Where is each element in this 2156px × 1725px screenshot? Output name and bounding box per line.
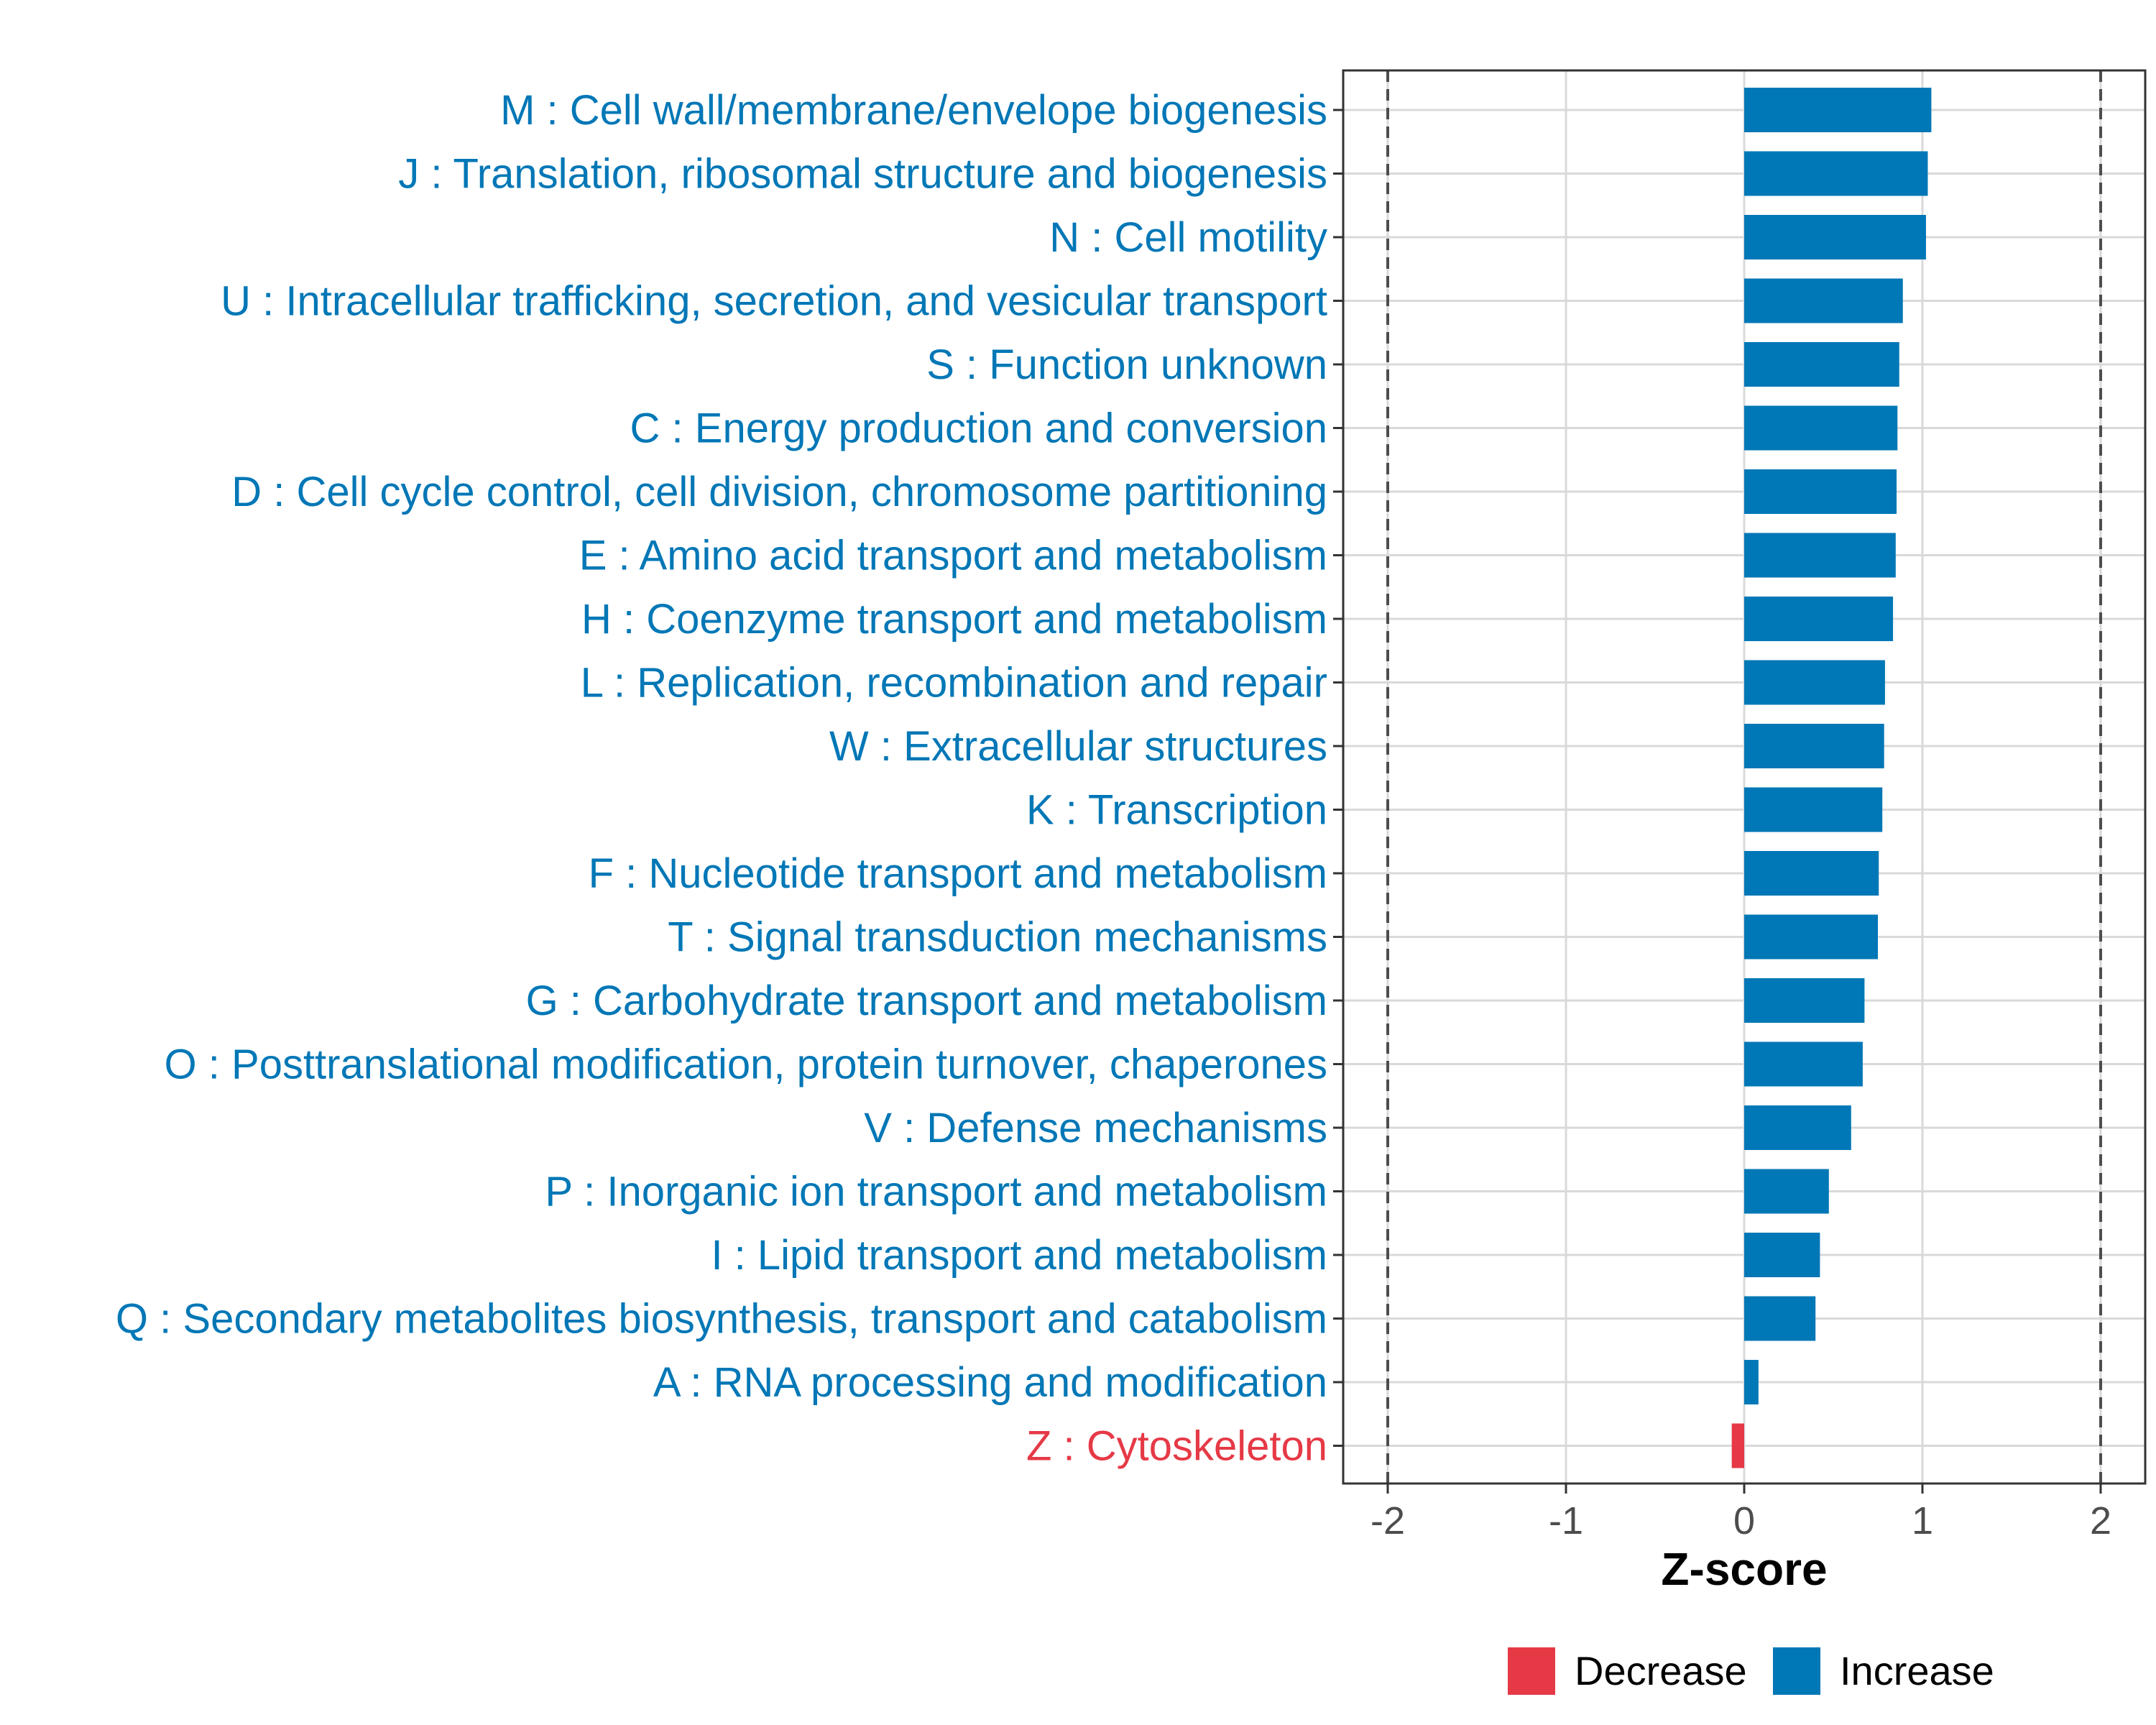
y-tick-label: N : Cell motility <box>1049 214 1327 261</box>
y-tick-label: F : Nucleotide transport and metabolism <box>589 850 1327 897</box>
y-tick-label: T : Signal transduction mechanisms <box>668 914 1327 961</box>
bar <box>1744 151 1928 196</box>
y-axis-labels: M : Cell wall/membrane/envelope biogenes… <box>116 87 1327 1470</box>
bar <box>1744 914 1878 960</box>
x-tick-label: 0 <box>1733 1499 1755 1542</box>
legend: Decrease Increase <box>1508 1647 1994 1695</box>
x-axis-ticks <box>1386 1484 2102 1494</box>
reference-lines <box>1386 70 2102 1484</box>
x-axis-title: Z-score <box>1661 1543 1827 1595</box>
y-tick-label: Q : Secondary metabolites biosynthesis, … <box>116 1296 1327 1343</box>
y-tick-label: W : Extracellular structures <box>829 723 1327 770</box>
bar <box>1731 1423 1744 1468</box>
bar <box>1744 1233 1820 1277</box>
x-tick-label: -2 <box>1370 1499 1405 1542</box>
y-tick-label: L : Replication, recombination and repai… <box>581 660 1327 707</box>
x-tick-label: 1 <box>1912 1499 1933 1542</box>
legend-label-decrease: Decrease <box>1575 1648 1747 1693</box>
y-tick-label: K : Transcription <box>1026 787 1327 834</box>
y-tick-label: J : Translation, ribosomal structure and… <box>398 151 1327 198</box>
bar <box>1744 1296 1816 1341</box>
bar <box>1744 88 1932 132</box>
legend-key-decrease <box>1508 1647 1555 1695</box>
bar <box>1744 278 1903 323</box>
bar <box>1744 215 1926 259</box>
y-tick-label: P : Inorganic ion transport and metaboli… <box>545 1169 1327 1215</box>
y-tick-label: E : Amino acid transport and metabolism <box>579 533 1327 579</box>
bar <box>1744 469 1897 514</box>
y-tick-label: Z : Cytoskeleton <box>1026 1423 1327 1470</box>
bar <box>1744 1041 1863 1087</box>
y-tick-label: H : Coenzyme transport and metabolism <box>581 596 1327 643</box>
y-tick-label: G : Carbohydrate transport and metabolis… <box>526 978 1327 1024</box>
y-tick-label: U : Intracellular trafficking, secretion… <box>221 278 1327 325</box>
x-tick-label: -1 <box>1549 1499 1583 1542</box>
x-axis-tick-labels: -2 -1 0 1 2 <box>1370 1499 2111 1542</box>
y-tick-label: D : Cell cycle control, cell division, c… <box>231 469 1327 515</box>
y-tick-label: S : Function unknown <box>926 341 1327 388</box>
bar <box>1744 851 1879 896</box>
y-tick-label: C : Energy production and conversion <box>630 405 1327 452</box>
bar <box>1744 342 1899 387</box>
y-tick-label: I : Lipid transport and metabolism <box>711 1232 1327 1279</box>
y-tick-label: O : Posttranslational modification, prot… <box>165 1041 1327 1088</box>
bar <box>1744 978 1865 1023</box>
bar <box>1744 405 1898 451</box>
legend-key-increase <box>1773 1647 1820 1695</box>
bars <box>1731 88 1932 1468</box>
bar <box>1744 787 1883 832</box>
bar <box>1744 724 1884 768</box>
y-axis-ticks <box>1333 109 1343 1447</box>
legend-label-increase: Increase <box>1840 1648 1994 1693</box>
bar <box>1744 1105 1851 1150</box>
bar <box>1744 1169 1829 1214</box>
bar <box>1744 597 1894 641</box>
y-tick-label: V : Defense mechanisms <box>864 1105 1327 1151</box>
bar <box>1744 533 1896 578</box>
y-tick-label: M : Cell wall/membrane/envelope biogenes… <box>500 87 1327 134</box>
bar <box>1744 660 1885 705</box>
bar <box>1744 1360 1759 1404</box>
y-tick-label: A : RNA processing and modification <box>653 1359 1327 1406</box>
x-tick-label: 2 <box>2090 1499 2111 1542</box>
